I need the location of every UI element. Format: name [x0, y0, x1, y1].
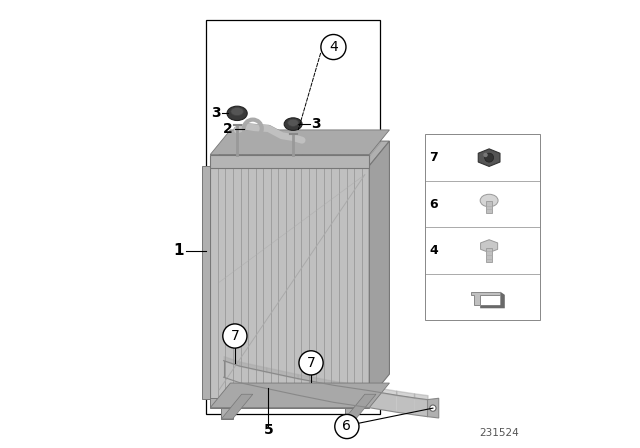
Polygon shape [210, 130, 389, 155]
Polygon shape [396, 395, 414, 415]
Circle shape [484, 153, 493, 162]
Bar [210, 155, 369, 168]
Circle shape [483, 153, 488, 157]
Polygon shape [224, 361, 239, 383]
Polygon shape [481, 240, 498, 253]
Text: 3: 3 [312, 117, 321, 131]
Text: 2: 2 [223, 121, 233, 136]
Polygon shape [210, 141, 389, 166]
Polygon shape [266, 372, 298, 395]
Ellipse shape [227, 106, 247, 121]
Circle shape [335, 414, 359, 439]
Circle shape [430, 405, 436, 411]
Polygon shape [298, 379, 333, 402]
Text: 7: 7 [429, 151, 438, 164]
Bar [210, 398, 369, 408]
Text: 7: 7 [230, 329, 239, 343]
Bar [425, 134, 540, 320]
Text: 1: 1 [173, 243, 184, 258]
Polygon shape [369, 391, 396, 412]
Text: 3: 3 [211, 106, 220, 121]
Bar [486, 248, 492, 262]
Bar [486, 201, 492, 213]
Circle shape [321, 34, 346, 60]
Bar [206, 20, 380, 414]
Text: 4: 4 [429, 244, 438, 257]
Polygon shape [480, 292, 505, 308]
Polygon shape [471, 292, 500, 305]
Text: 7: 7 [307, 356, 316, 370]
Circle shape [299, 351, 323, 375]
Text: 6: 6 [342, 419, 351, 434]
Polygon shape [428, 398, 439, 418]
Ellipse shape [231, 108, 243, 116]
Ellipse shape [480, 194, 498, 207]
Polygon shape [210, 383, 389, 408]
Polygon shape [344, 408, 356, 419]
Text: 231524: 231524 [479, 428, 519, 438]
Circle shape [223, 324, 247, 348]
Text: 5: 5 [264, 423, 273, 437]
Text: 4: 4 [329, 40, 338, 54]
Polygon shape [202, 166, 210, 399]
Polygon shape [239, 366, 266, 388]
Polygon shape [369, 141, 389, 399]
Polygon shape [344, 394, 376, 419]
Text: 6: 6 [429, 198, 438, 211]
Ellipse shape [284, 118, 302, 130]
Polygon shape [221, 394, 253, 419]
Polygon shape [478, 149, 500, 166]
Ellipse shape [288, 119, 298, 126]
Polygon shape [333, 385, 369, 408]
Polygon shape [221, 408, 233, 419]
Bar [210, 166, 369, 399]
Polygon shape [414, 398, 428, 417]
